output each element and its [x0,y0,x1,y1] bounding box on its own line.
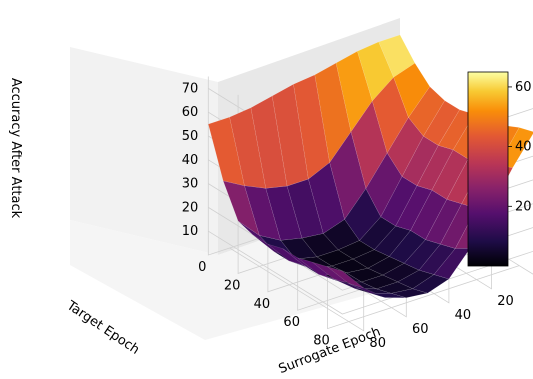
x-tick-label: 20 [497,294,514,309]
colorbar-tick-label: 40 [515,140,532,155]
x-tick-label: 80 [369,336,386,351]
y-tick-label: 60 [283,315,300,330]
z-axis-ticks: 10 20 30 40 50 60 70 [182,81,199,239]
z-axis-label: Accuracy After Attack [8,78,23,219]
z-gridline [208,230,533,315]
y-tick-label: 20 [224,278,241,293]
y-tick-label: 0 [198,260,206,275]
z-tick-label: 40 [182,153,199,168]
colorbar: 20 40 60 [467,71,532,267]
colorbar-ticks: 20 40 60 [508,80,532,214]
y-axis-label: Target Epoch [63,298,142,358]
y-tick-label: 80 [313,334,330,349]
x-tick-label: 60 [412,322,429,337]
y-tick-label: 40 [254,297,271,312]
z-tick-label: 20 [182,200,199,215]
y-axis-ticks: 0 20 40 60 80 [198,260,330,349]
z-tick-label: 50 [182,129,199,144]
z-tick-label: 30 [182,177,199,192]
z-tick-label: 10 [182,224,199,239]
colorbar-gradient [467,71,509,267]
colorbar-tick-label: 20 [515,199,532,214]
z-tick-label: 70 [182,81,199,96]
surface-face [327,266,364,289]
x-tick-label: 40 [455,308,472,323]
colorbar-tick-label: 60 [515,80,532,95]
surface-face [433,247,471,280]
left-wall-pane [70,47,218,255]
z-tick-label: 60 [182,105,199,120]
x-axis-label: Surrogate Epoch [277,324,383,377]
